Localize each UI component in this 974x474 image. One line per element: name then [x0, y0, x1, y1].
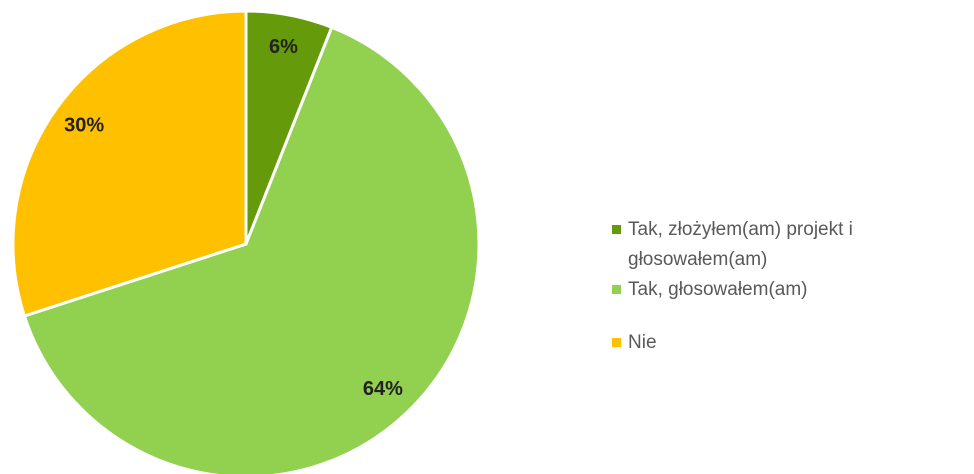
legend-swatch — [612, 225, 621, 234]
pie-slice — [22, 25, 481, 474]
data-label: 64% — [363, 378, 403, 400]
pie-slice — [11, 9, 248, 318]
legend-label: Tak, głosowałem(am) — [628, 279, 808, 300]
data-label: 30% — [64, 115, 104, 137]
legend-item: Tak, głosowałem(am) — [612, 275, 974, 305]
chart: 6% 64% 30% — [11, 9, 481, 474]
legend-label: Tak, złożyłem(am) projekt i głosowałem(a… — [628, 219, 853, 270]
data-label: 6% — [269, 36, 298, 58]
legend-item: Nie — [612, 328, 974, 358]
legend-swatch — [612, 338, 621, 347]
legend-label: Nie — [628, 332, 657, 353]
legend-item: Tak, złożyłem(am) projekt i głosowałem(a… — [612, 215, 974, 275]
legend-swatch — [612, 285, 621, 294]
